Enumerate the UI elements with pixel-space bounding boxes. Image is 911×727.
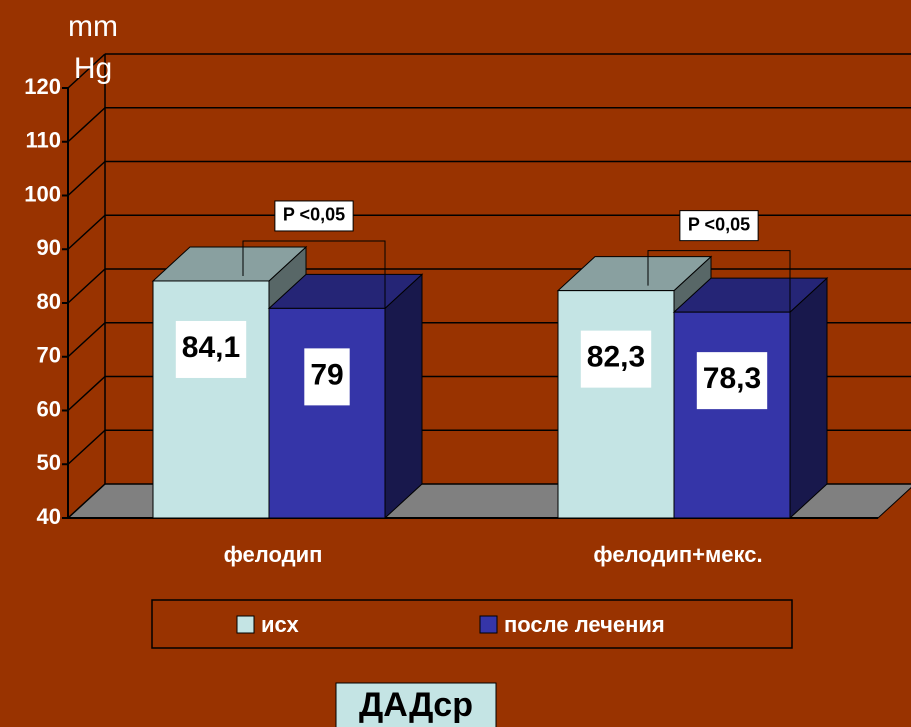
grid-diagonal [67, 322, 106, 358]
legend-swatch [236, 615, 255, 634]
grid-diagonal [67, 268, 106, 304]
bracket [647, 250, 791, 350]
y-tick-label: 110 [26, 128, 62, 153]
chart-title: ДАДср [359, 686, 473, 724]
y-axis-label: mm Hg [68, 10, 118, 85]
annotation-box [679, 210, 759, 242]
value-label-box [580, 330, 652, 388]
bracket [242, 240, 386, 346]
title-box [335, 682, 497, 727]
y-tick-label: 80 [37, 289, 61, 314]
value-label: 84,1 [182, 331, 240, 364]
value-label: 82,3 [587, 341, 645, 374]
bar-side [789, 276, 828, 520]
legend-label: исх [261, 612, 299, 637]
grid-diagonal [67, 53, 106, 89]
y-tick-label: 40 [37, 504, 61, 529]
grid-diagonal [67, 483, 106, 519]
bar [268, 307, 386, 519]
y-tick-label: 60 [37, 396, 61, 421]
grid-diagonal [67, 429, 106, 465]
y-tick-label: 100 [24, 181, 61, 206]
bar [152, 280, 270, 519]
annotation: P <0,05 [688, 214, 750, 234]
annotation-box [274, 200, 354, 232]
y-tick-label: 90 [37, 235, 61, 260]
legend-box [151, 599, 793, 649]
y-tick-label: 120 [24, 74, 61, 99]
value-label-box [304, 348, 350, 406]
x-tick-label: фелодип+мекс. [593, 542, 762, 567]
value-label-box [175, 320, 247, 378]
grid-diagonal [67, 214, 106, 250]
y-tick-label: 70 [37, 343, 61, 368]
grid-diagonal [67, 160, 106, 197]
x-tick-label: фелодип [224, 542, 323, 567]
value-label: 78,3 [703, 362, 761, 395]
bar [673, 311, 791, 519]
value-label-box [696, 352, 768, 410]
value-label: 79 [310, 358, 343, 391]
grid-diagonal [67, 375, 106, 412]
grid-diagonal [67, 107, 106, 143]
bar [557, 290, 675, 519]
legend-swatch [479, 615, 498, 634]
legend-label: после лечения [504, 612, 665, 637]
bar-side [384, 273, 423, 520]
annotation: P <0,05 [283, 205, 345, 225]
y-tick-label: 50 [37, 450, 61, 475]
